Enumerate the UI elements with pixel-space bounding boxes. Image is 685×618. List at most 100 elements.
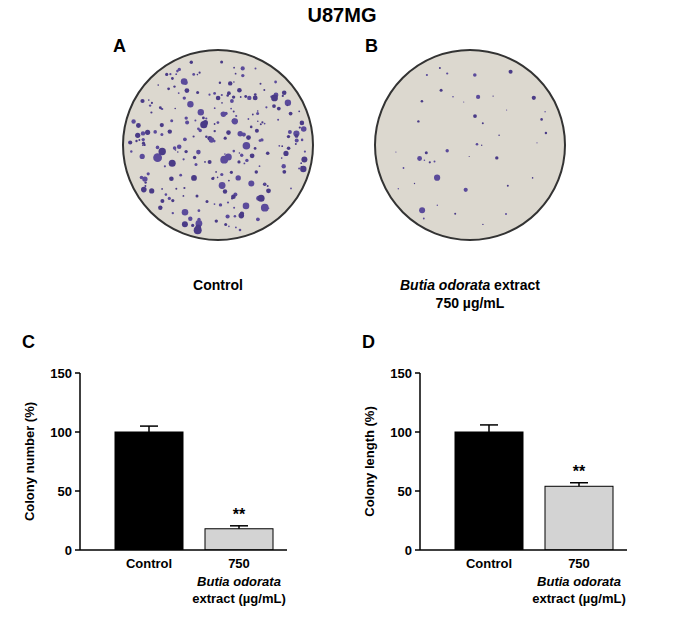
colony — [244, 163, 246, 165]
colony — [260, 138, 263, 141]
colony — [174, 108, 176, 110]
colony — [199, 72, 201, 74]
colony — [193, 156, 196, 159]
colony — [223, 189, 227, 193]
figure: U87MGAControlBButia odorata extract750 µ… — [0, 0, 685, 618]
colony — [160, 133, 163, 136]
colony — [165, 193, 168, 196]
colony — [191, 175, 197, 181]
colony — [281, 157, 283, 159]
colony — [183, 187, 185, 189]
colony — [495, 156, 498, 159]
colony — [230, 171, 233, 174]
colony — [196, 91, 199, 94]
y-axis — [79, 373, 81, 550]
colony — [128, 140, 132, 144]
colony — [429, 161, 431, 163]
colony — [187, 101, 193, 107]
colony — [177, 144, 182, 149]
x-axis — [420, 549, 627, 551]
y-tick-label: 0 — [405, 543, 412, 558]
colony — [255, 68, 257, 70]
colony — [211, 177, 214, 180]
colony — [240, 96, 242, 98]
colony — [426, 74, 428, 76]
bar-chart: D**050100150Control750Colony length (%)B… — [362, 332, 627, 606]
colony — [285, 100, 291, 106]
colony — [290, 188, 292, 190]
y-tick-label: 100 — [50, 425, 72, 440]
colony — [244, 95, 247, 98]
x-axis — [80, 549, 287, 551]
colony — [287, 105, 289, 107]
colony — [463, 101, 464, 102]
y-tick — [75, 549, 80, 551]
colony — [159, 148, 166, 155]
colony — [233, 207, 235, 209]
colony — [236, 175, 241, 180]
colony — [233, 81, 235, 83]
bar — [115, 432, 183, 550]
colony — [464, 188, 468, 192]
colony — [213, 92, 216, 95]
y-tick-label: 150 — [50, 366, 72, 381]
colony — [295, 143, 297, 145]
colony — [171, 199, 174, 202]
colony — [476, 143, 479, 146]
colony — [149, 104, 151, 106]
colony — [239, 229, 242, 232]
colony — [219, 203, 222, 206]
y-tick — [415, 431, 420, 433]
colony — [169, 176, 174, 181]
colony — [208, 160, 212, 164]
colony — [197, 74, 199, 76]
colony — [250, 126, 253, 129]
error-stem — [488, 425, 490, 432]
dish — [375, 50, 565, 240]
colony — [257, 120, 259, 122]
colony — [424, 159, 426, 161]
colony — [182, 221, 188, 227]
colony — [198, 109, 204, 115]
x-tick-label: 750 — [228, 556, 250, 571]
x-tick-label: Control — [466, 556, 512, 571]
colony — [224, 137, 227, 140]
colony — [216, 96, 221, 101]
colony — [300, 166, 306, 172]
colony — [277, 119, 279, 121]
colony — [226, 214, 230, 218]
colony — [219, 182, 226, 189]
colony — [506, 109, 507, 110]
bar — [455, 432, 523, 550]
y-tick-label: 150 — [390, 366, 412, 381]
colony — [205, 135, 208, 138]
colony — [167, 87, 170, 90]
colony — [243, 203, 250, 210]
colony — [264, 123, 266, 125]
colony — [150, 111, 152, 113]
colony — [159, 106, 162, 109]
colony — [300, 162, 302, 164]
colony — [178, 92, 180, 94]
y-tick — [75, 431, 80, 433]
colony — [184, 81, 188, 85]
colony — [482, 122, 484, 124]
colony — [225, 154, 232, 161]
colony — [532, 177, 534, 179]
colony — [173, 85, 175, 87]
colony — [266, 151, 270, 155]
colony — [278, 145, 280, 147]
colony — [164, 165, 166, 167]
colony — [298, 168, 300, 170]
colony — [221, 113, 223, 115]
x-axis-title: extract (µg/mL) — [532, 591, 625, 606]
colony — [195, 225, 201, 231]
y-tick — [415, 490, 420, 492]
colony — [281, 145, 283, 147]
colony — [233, 150, 236, 153]
error-bar — [480, 425, 498, 432]
colony — [228, 81, 232, 85]
colony — [250, 153, 255, 158]
x-tick-label: Control — [126, 556, 172, 571]
colony — [282, 164, 286, 168]
